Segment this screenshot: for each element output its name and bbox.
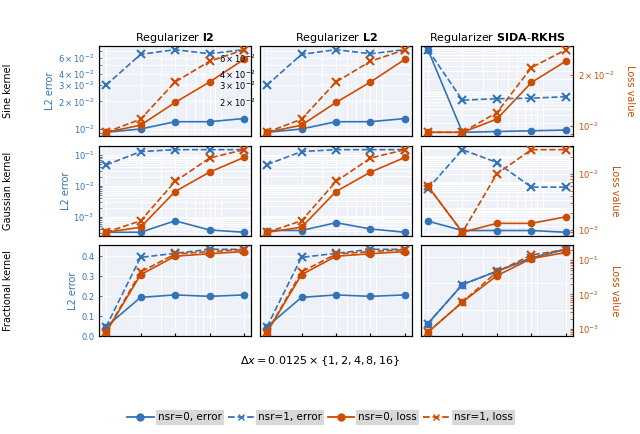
Text: Gaussian kernel: Gaussian kernel (3, 152, 13, 230)
Text: Fractional kernel: Fractional kernel (3, 250, 13, 332)
Y-axis label: L2 error: L2 error (68, 272, 78, 310)
Title: Regularizer $\mathbf{SIDA}$-$\mathbf{RKHS}$: Regularizer $\mathbf{SIDA}$-$\mathbf{RKH… (429, 31, 565, 46)
Title: Regularizer $\mathbf{L2}$: Regularizer $\mathbf{L2}$ (294, 31, 378, 46)
Title: Regularizer $\mathbf{l2}$: Regularizer $\mathbf{l2}$ (135, 31, 215, 46)
Y-axis label: Loss value: Loss value (625, 65, 635, 117)
Legend: nsr=0, error, nsr=1, error, nsr=0, loss, nsr=1, loss: nsr=0, error, nsr=1, error, nsr=0, loss,… (124, 408, 516, 427)
Text: Sine kernel: Sine kernel (3, 64, 13, 118)
Y-axis label: L2 error: L2 error (61, 172, 70, 210)
Y-axis label: Loss value: Loss value (610, 265, 620, 317)
Y-axis label: Loss value: Loss value (610, 165, 620, 217)
Y-axis label: L2 error: L2 error (45, 72, 55, 110)
Text: $\Delta x = 0.0125 \times \{1, 2, 4, 8, 16\}$: $\Delta x = 0.0125 \times \{1, 2, 4, 8, … (240, 354, 400, 368)
